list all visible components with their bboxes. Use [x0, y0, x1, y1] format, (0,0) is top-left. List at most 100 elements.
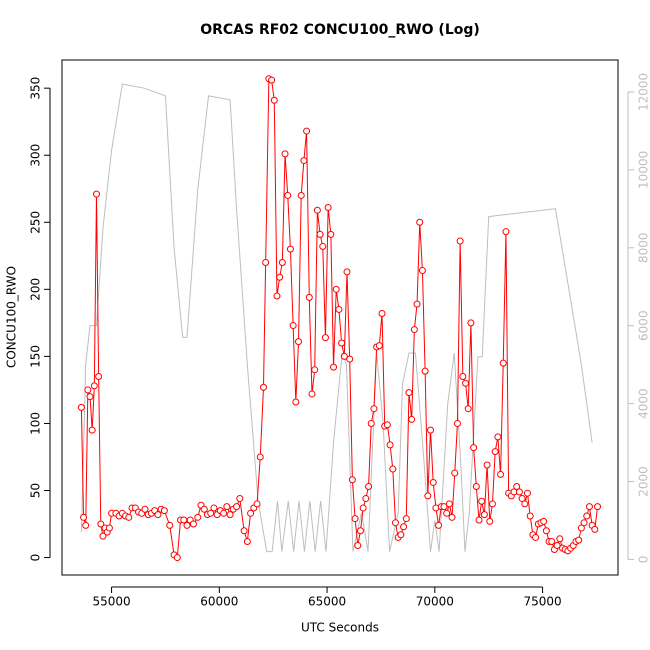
data-point — [95, 373, 103, 381]
data-point — [354, 541, 362, 549]
data-point — [335, 305, 343, 313]
data-point — [97, 520, 105, 528]
data-point — [456, 237, 464, 245]
data-point — [445, 500, 453, 508]
data-point — [343, 268, 351, 276]
data-point — [297, 191, 305, 199]
data-point — [189, 520, 197, 528]
data-point — [391, 519, 399, 527]
data-point — [207, 509, 215, 517]
data-point — [583, 512, 591, 520]
data-point — [289, 322, 297, 330]
data-point — [92, 190, 100, 198]
data-point — [386, 441, 394, 449]
data-point — [194, 513, 202, 521]
data-point — [233, 503, 241, 511]
data-point — [253, 500, 261, 508]
data-point — [475, 516, 483, 524]
data-point — [338, 339, 346, 347]
data-point — [125, 513, 133, 521]
y-axis-label: CONCU100_RWO — [5, 266, 19, 368]
data-point — [462, 379, 470, 387]
data-point — [402, 515, 410, 523]
data-point — [356, 527, 364, 535]
data-point — [210, 504, 218, 512]
data-point — [80, 513, 88, 521]
data-point — [577, 524, 585, 532]
data-point — [154, 511, 162, 519]
y-tick-label: 0 — [29, 554, 43, 562]
data-point — [467, 319, 475, 327]
data-point — [84, 386, 92, 394]
data-point — [351, 515, 359, 523]
data-point — [523, 489, 531, 497]
data-point — [553, 541, 561, 549]
data-point — [105, 524, 113, 532]
data-point — [453, 419, 461, 427]
y2-tick-label: 8000 — [637, 232, 650, 263]
data-point — [488, 500, 496, 508]
data-point — [521, 500, 529, 508]
data-point — [305, 293, 313, 301]
data-point — [540, 517, 548, 525]
data-point — [295, 338, 303, 346]
data-point — [319, 242, 327, 250]
data-point — [532, 533, 540, 541]
series-line — [80, 83, 593, 553]
data-point — [183, 521, 191, 529]
data-point — [513, 482, 521, 490]
data-point — [594, 503, 602, 511]
data-point — [497, 470, 505, 478]
data-point — [313, 206, 321, 214]
x-tick-label: 60000 — [200, 595, 238, 609]
data-point — [470, 444, 478, 452]
data-point — [416, 218, 424, 226]
data-point — [408, 415, 416, 423]
y-tick-label: 350 — [29, 77, 43, 100]
y2-tick-label: 2000 — [637, 466, 650, 497]
data-point — [413, 300, 421, 308]
data-point — [575, 536, 583, 544]
data-point — [284, 191, 292, 199]
data-point — [591, 525, 599, 533]
data-point — [459, 373, 467, 381]
data-point — [480, 511, 488, 519]
x-tick-label: 70000 — [416, 595, 454, 609]
y-tick-label: 150 — [29, 345, 43, 368]
data-point — [370, 405, 378, 413]
data-point — [259, 383, 267, 391]
data-point — [502, 228, 510, 236]
data-point — [240, 527, 248, 535]
x-tick-label: 65000 — [308, 595, 346, 609]
y2-tick-label: 0 — [637, 556, 650, 564]
data-point — [303, 127, 311, 135]
data-point — [226, 511, 234, 519]
data-point — [166, 521, 174, 529]
data-point — [443, 509, 451, 517]
data-point — [141, 505, 149, 513]
data-point — [321, 334, 329, 342]
data-point — [418, 267, 426, 275]
data-point — [200, 505, 208, 513]
data-point — [362, 495, 370, 503]
data-point — [268, 76, 276, 84]
data-point — [429, 478, 437, 486]
data-point — [464, 405, 472, 413]
y2-tick-label: 6000 — [637, 310, 650, 341]
data-point — [88, 426, 96, 434]
data-point — [410, 326, 418, 334]
data-point — [451, 469, 459, 477]
data-point — [276, 273, 284, 281]
data-point — [526, 512, 534, 520]
data-point — [556, 535, 564, 543]
data-point — [300, 157, 308, 165]
data-point — [494, 433, 502, 441]
data-point — [585, 503, 593, 511]
data-point — [421, 367, 429, 375]
data-point — [311, 366, 319, 374]
data-point — [359, 504, 367, 512]
data-point — [542, 527, 550, 535]
data-point — [346, 355, 354, 363]
data-point — [90, 382, 98, 390]
